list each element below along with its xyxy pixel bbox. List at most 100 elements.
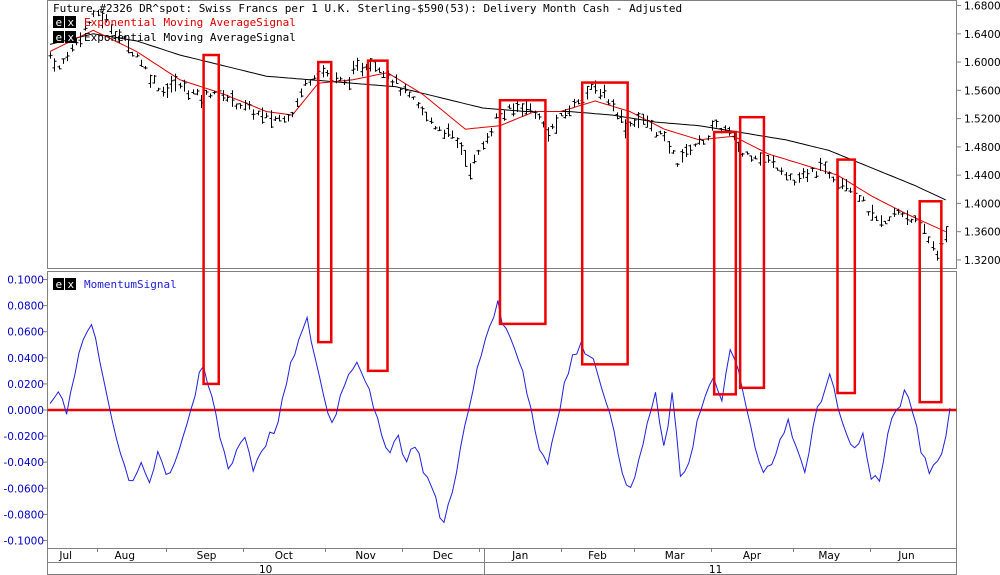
highlight-box (498, 98, 547, 326)
price-bar (117, 29, 122, 43)
price-bar (416, 102, 421, 109)
price-bar (377, 67, 382, 74)
price-bar (303, 78, 308, 86)
price-bar (351, 60, 356, 75)
price-bar (710, 120, 715, 131)
price-bar (282, 116, 287, 123)
legend-badge-x-text: x (68, 31, 75, 44)
price-bar (827, 171, 832, 179)
legend-badge-x (65, 16, 76, 28)
price-bar (602, 84, 607, 99)
price-bar (463, 149, 468, 167)
price-bar (472, 154, 477, 164)
price-bar (632, 119, 637, 127)
price-bar (619, 109, 624, 124)
month-label: Jan (511, 550, 528, 562)
price-bar (459, 142, 464, 156)
price-bar (264, 112, 269, 119)
price-bar (805, 168, 810, 182)
price-bar (394, 74, 399, 84)
month-label: Jun (897, 550, 914, 562)
price-bar (684, 144, 689, 157)
price-bar (753, 155, 758, 160)
price-bar (801, 168, 806, 179)
ema-slow-line (49, 33, 946, 201)
month-label: Jul (58, 550, 72, 562)
momentum-tick-label: 0.1000 (7, 275, 44, 287)
legend-item-ema-fast[interactable]: e x Exponential Moving AverageSignal (53, 16, 296, 29)
month-labels: Jul Aug Sep Oct Nov Dec Jan Feb Mar Apr May Jun (58, 548, 915, 562)
price-bar (576, 99, 581, 105)
price-bar (818, 157, 823, 171)
momentum-axis: 0.1000 0.0800 0.0600 0.0400 0.0200 0.0000 -0.0… (3, 275, 48, 547)
legend-item-momentum[interactable]: e x MomentumSignal (53, 278, 177, 291)
price-bar (61, 58, 66, 64)
price-panel: 1.6800 1.6400 1.6000 1.5600 1.5200 1.4800 1.44… (47, 0, 1000, 269)
price-bar (879, 215, 884, 228)
price-bar (792, 179, 797, 186)
price-bar (766, 154, 771, 163)
price-bar (840, 177, 845, 190)
price-bar (225, 94, 230, 102)
price-bar (883, 220, 888, 225)
legend-item-ema-slow[interactable]: e x Exponential Moving AverageSignal (53, 31, 296, 44)
price-bar (334, 72, 339, 84)
price-bar (299, 88, 304, 98)
price-bar (135, 53, 140, 58)
price-tick-label: 1.5200 (964, 114, 1000, 126)
price-plot-border (47, 0, 957, 269)
highlight-box (366, 59, 389, 373)
momentum-tick-label: 0.0200 (7, 379, 44, 391)
highlight-box (202, 53, 221, 386)
price-bar (476, 149, 481, 155)
month-label: Nov (355, 550, 376, 562)
price-bar (424, 111, 429, 122)
price-bar (312, 75, 317, 80)
highlight-box (712, 130, 738, 396)
price-tick-label: 1.4000 (964, 198, 1000, 210)
price-bar (355, 57, 360, 71)
price-header: Future #2326 DR^spot: Swiss Francs per 1… (53, 2, 682, 44)
price-bar (191, 89, 196, 95)
year-label: 10 (259, 564, 272, 575)
price-bar (779, 167, 784, 175)
price-bar (706, 135, 711, 141)
price-bar (109, 24, 114, 35)
price-bar (360, 62, 365, 77)
price-axis: 1.6800 1.6400 1.6000 1.5600 1.5200 1.4800 1.44… (956, 1, 1000, 267)
momentum-tick-label: -0.0200 (3, 431, 44, 443)
highlight-box (738, 115, 766, 390)
price-bar (489, 127, 494, 137)
price-bar (437, 126, 442, 132)
price-bar (680, 149, 685, 163)
price-bar (407, 91, 412, 98)
price-bar (450, 130, 455, 139)
price-bar (347, 76, 352, 91)
price-bar (554, 114, 559, 134)
price-bar (78, 32, 83, 48)
price-bar (273, 116, 278, 122)
price-bar (390, 79, 395, 87)
price-bar (745, 151, 750, 155)
momentum-tick-label: 0.0800 (7, 301, 44, 313)
price-bar (165, 83, 170, 98)
price-bar (126, 39, 131, 54)
momentum-tick-label: 0.0600 (7, 327, 44, 339)
year-labels: 10 11 (259, 548, 722, 575)
price-bar (662, 130, 667, 142)
price-bar (775, 167, 780, 171)
price-bar (186, 90, 191, 101)
price-bar (563, 109, 568, 119)
month-label: May (818, 550, 840, 562)
momentum-tick-label: -0.0800 (3, 509, 44, 521)
price-bar (234, 103, 239, 110)
price-bar (212, 90, 217, 95)
year-label: 11 (709, 564, 722, 575)
price-bar (714, 119, 719, 128)
price-bar (290, 111, 295, 118)
price-bar (156, 87, 161, 92)
time-axis: Jul Aug Sep Oct Nov Dec Jan Feb Mar Apr May Jun 10 1… (47, 548, 957, 575)
price-bar (870, 204, 875, 221)
price-bar (481, 141, 486, 150)
